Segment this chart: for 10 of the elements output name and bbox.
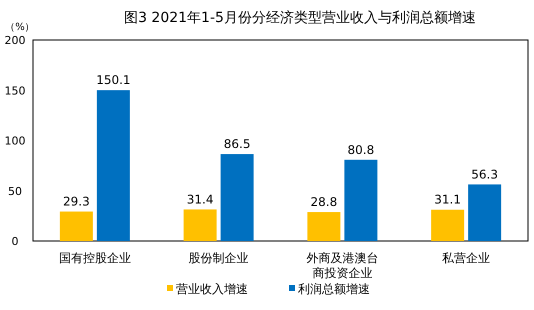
bar — [220, 154, 254, 241]
ylabel: （%） — [5, 22, 35, 33]
title: 图3 2021年1-5月份分经济类型营业收入与利润总额增速 — [124, 10, 476, 26]
bar — [344, 160, 378, 241]
bar — [60, 212, 93, 241]
bar — [96, 90, 130, 241]
bar — [431, 210, 464, 241]
bar — [468, 184, 502, 241]
bar — [184, 209, 217, 241]
bar — [307, 212, 340, 241]
